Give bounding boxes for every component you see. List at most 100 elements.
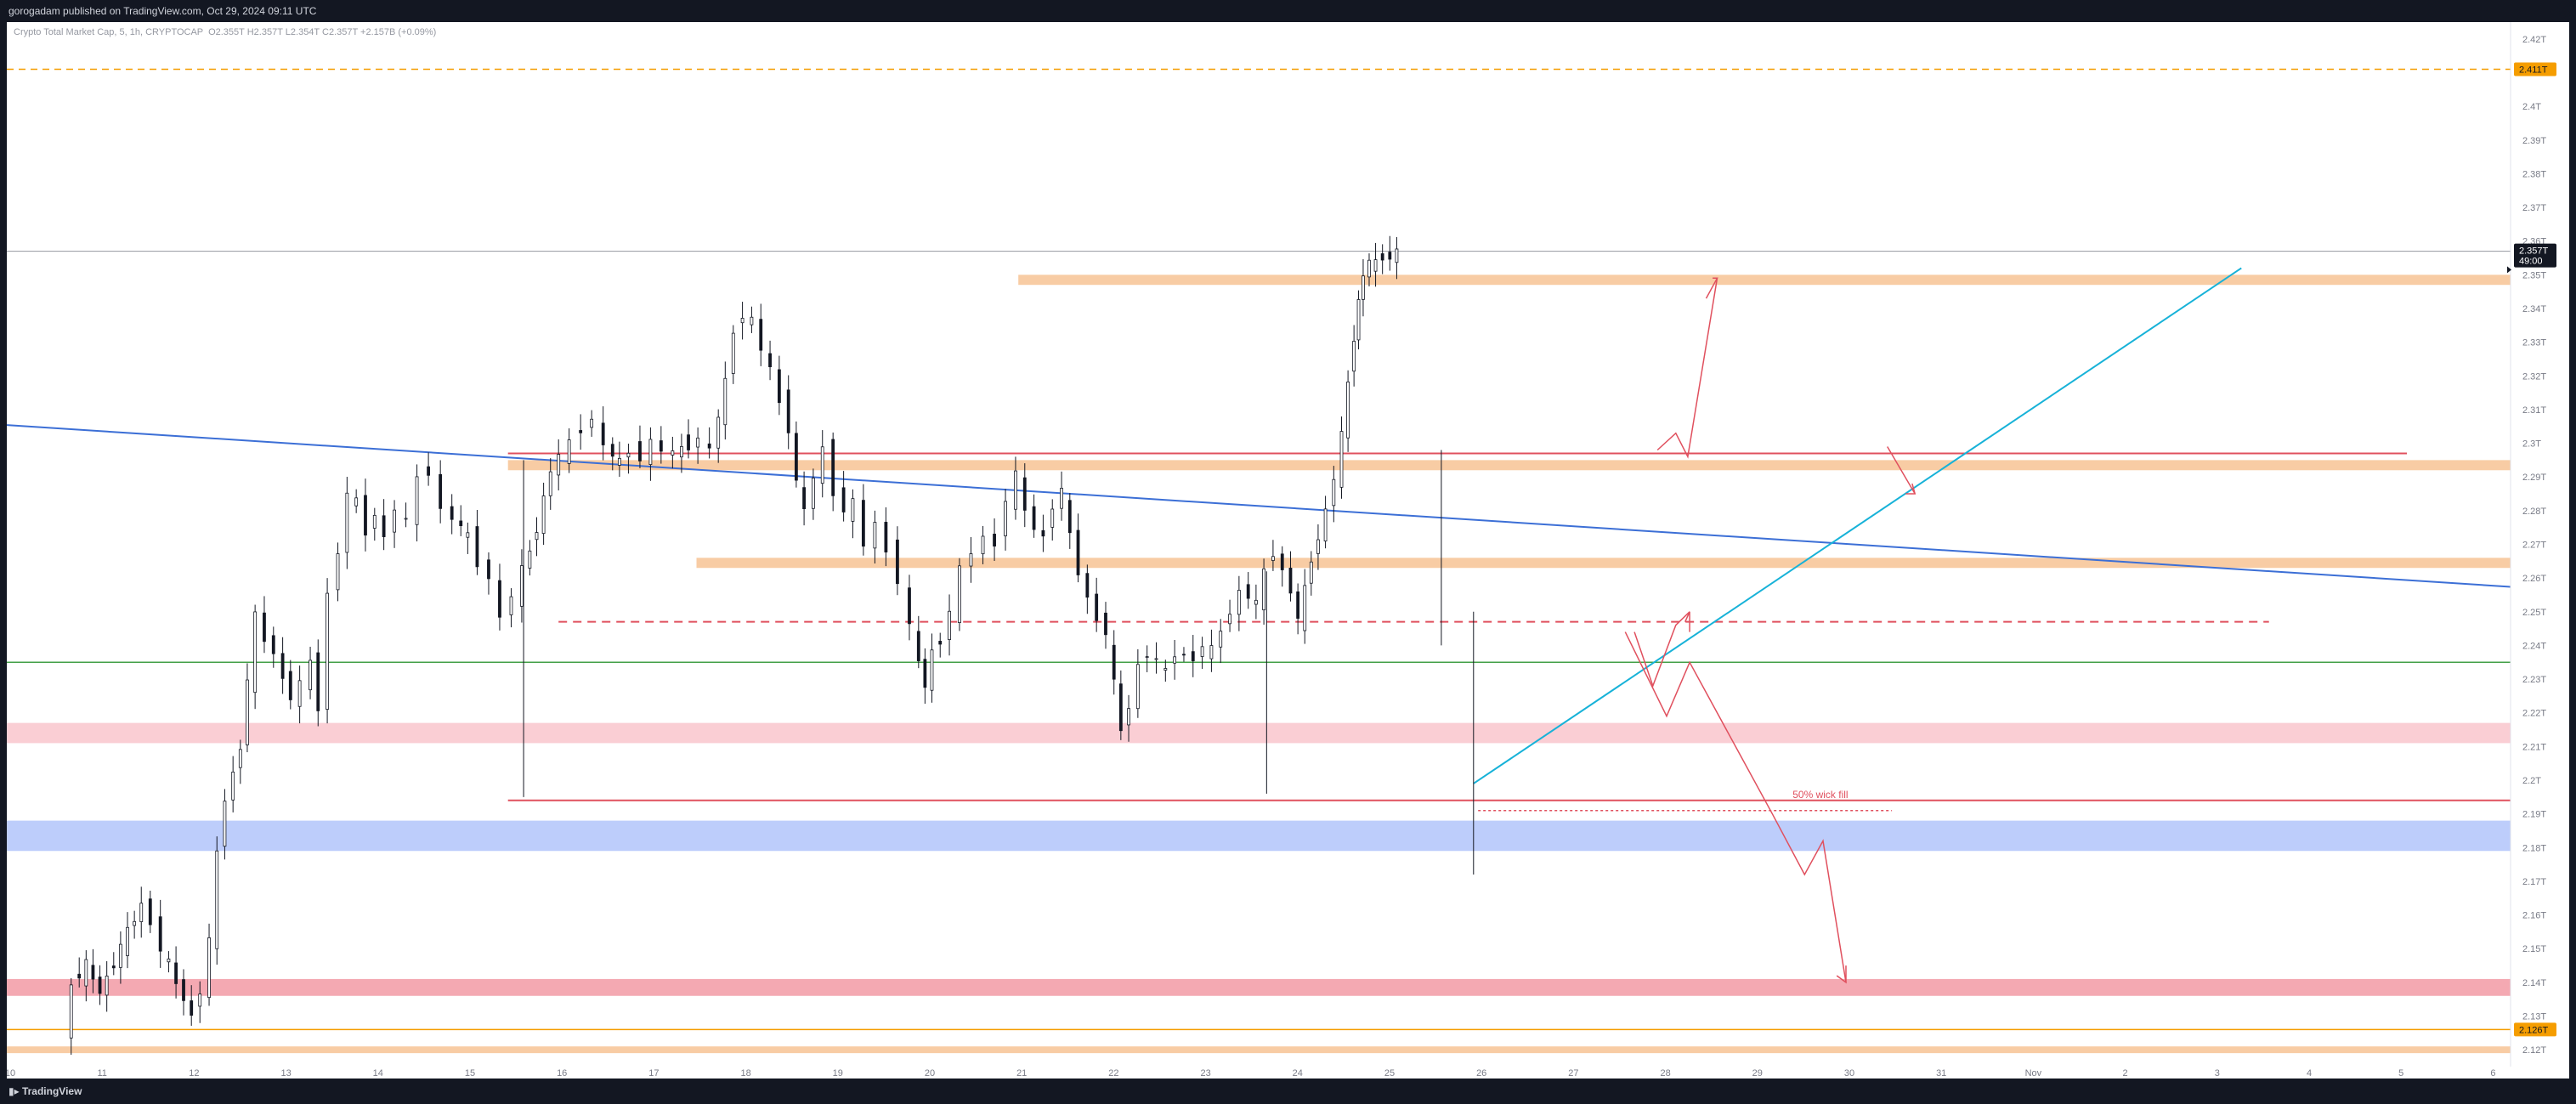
candle-body — [450, 506, 454, 520]
candle — [1145, 645, 1149, 672]
candle-body — [1303, 585, 1307, 631]
price-tick-label: 2.3T — [2522, 439, 2541, 450]
candle — [459, 505, 463, 536]
candle — [696, 427, 700, 464]
candle — [427, 452, 430, 486]
candle-body — [1127, 708, 1130, 726]
candle-body — [326, 592, 329, 710]
price-tick-label: 2.15T — [2522, 944, 2546, 954]
candle-body — [280, 653, 285, 679]
candle — [450, 494, 454, 535]
candle-body — [1362, 275, 1365, 300]
candle-body — [557, 454, 561, 476]
candle — [1191, 635, 1195, 677]
candle — [316, 639, 320, 727]
price-tick-label: 2.23T — [2522, 675, 2546, 685]
candle — [1076, 513, 1080, 583]
candle — [1041, 514, 1045, 552]
price-axis — [2511, 22, 2569, 1079]
candle — [1380, 244, 1384, 275]
candle — [1296, 583, 1300, 635]
candle — [263, 596, 266, 654]
candle — [520, 549, 524, 623]
candle — [1032, 494, 1036, 538]
time-tick-label: 13 — [280, 1068, 291, 1079]
candle-body — [884, 522, 888, 552]
candle-body — [528, 550, 532, 569]
projection-arrow-right — [1887, 446, 1916, 495]
candle — [938, 632, 943, 658]
candle — [981, 525, 985, 564]
candle-body — [466, 532, 470, 538]
candle-body — [1380, 253, 1384, 261]
candle — [1127, 694, 1130, 742]
candle — [1163, 660, 1168, 682]
candle-body — [263, 612, 266, 643]
candle — [923, 648, 927, 704]
projection-arrow-up — [1656, 278, 1718, 459]
candle — [297, 665, 302, 724]
candle-body — [111, 965, 116, 969]
candle-body — [1316, 539, 1320, 554]
candle — [768, 340, 772, 381]
candle — [841, 471, 846, 522]
candle-body — [382, 515, 386, 537]
candle-body — [731, 332, 735, 374]
candle-body — [579, 430, 583, 433]
candle — [626, 444, 631, 474]
candle-body — [1163, 668, 1168, 671]
candle — [812, 468, 815, 520]
candle — [133, 910, 137, 939]
projection-arrowhead-up — [1705, 277, 1718, 299]
candle-body — [393, 509, 396, 533]
price-chart[interactable]: 50% wick fill 2.12T 2.13T 2.14T 2.15T 2.16T 2.… — [7, 22, 2569, 1079]
price-tick-label: 2.18T — [2522, 843, 2546, 853]
candle-body — [238, 749, 242, 768]
candle — [820, 430, 824, 498]
candle-body — [345, 492, 349, 553]
candle-body — [336, 553, 340, 591]
price-tick-label: 2.21T — [2522, 742, 2546, 752]
candle-body — [687, 434, 690, 450]
candle-body — [648, 439, 653, 465]
candle — [1228, 599, 1231, 632]
candle-body — [1228, 614, 1231, 625]
candle-body — [812, 478, 815, 509]
candle — [958, 558, 961, 631]
candle-body — [1154, 658, 1158, 660]
candle-body — [1254, 599, 1258, 605]
candle — [1303, 569, 1307, 644]
symbol-title: Crypto Total Market Cap, 5, 1h, CRYPTOCA… — [14, 27, 203, 37]
time-tick-label: 18 — [740, 1068, 750, 1079]
time-tick-label: 20 — [925, 1068, 935, 1079]
candle — [590, 410, 594, 437]
candle-body — [215, 850, 219, 949]
candle — [1219, 619, 1223, 663]
candle-body — [923, 659, 927, 688]
candle — [1209, 629, 1214, 672]
candle-body — [404, 518, 408, 520]
candle — [1332, 466, 1336, 523]
price-tag — [2514, 1022, 2556, 1037]
price-tick-label: 2.14T — [2522, 978, 2546, 988]
candle-body — [126, 926, 129, 956]
candle — [487, 552, 490, 595]
candle-body — [610, 444, 614, 457]
candle-body — [1191, 651, 1195, 662]
candle — [1060, 471, 1063, 521]
candle — [908, 575, 911, 641]
price-tag-label: 2.357T — [2519, 246, 2549, 257]
candle — [439, 460, 443, 524]
candle — [1112, 630, 1116, 695]
candle-body — [680, 446, 683, 458]
candle — [567, 428, 571, 473]
candle-body — [938, 641, 943, 645]
candle-body — [541, 495, 546, 535]
candle — [777, 355, 781, 416]
right-edge — [2569, 22, 2576, 1079]
candle-body — [1004, 501, 1007, 536]
candle-body — [133, 920, 137, 926]
candle — [969, 536, 973, 583]
candle — [687, 419, 690, 459]
candle-body — [740, 318, 744, 324]
